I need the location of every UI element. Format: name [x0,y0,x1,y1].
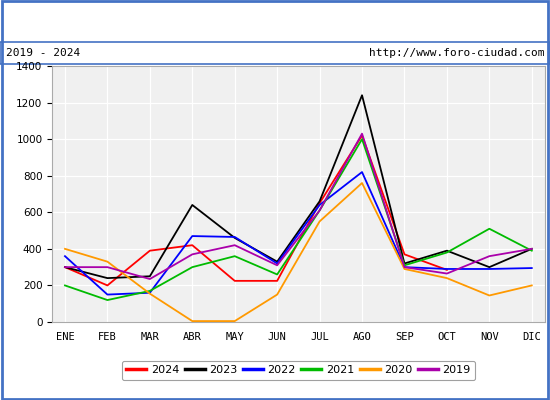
Text: http://www.foro-ciudad.com: http://www.foro-ciudad.com [369,48,544,58]
Text: Evolucion Nº Turistas Nacionales en el municipio de Noceda del Bierzo: Evolucion Nº Turistas Nacionales en el m… [40,14,510,28]
Text: 2019 - 2024: 2019 - 2024 [6,48,80,58]
Legend: 2024, 2023, 2022, 2021, 2020, 2019: 2024, 2023, 2022, 2021, 2020, 2019 [122,361,475,380]
